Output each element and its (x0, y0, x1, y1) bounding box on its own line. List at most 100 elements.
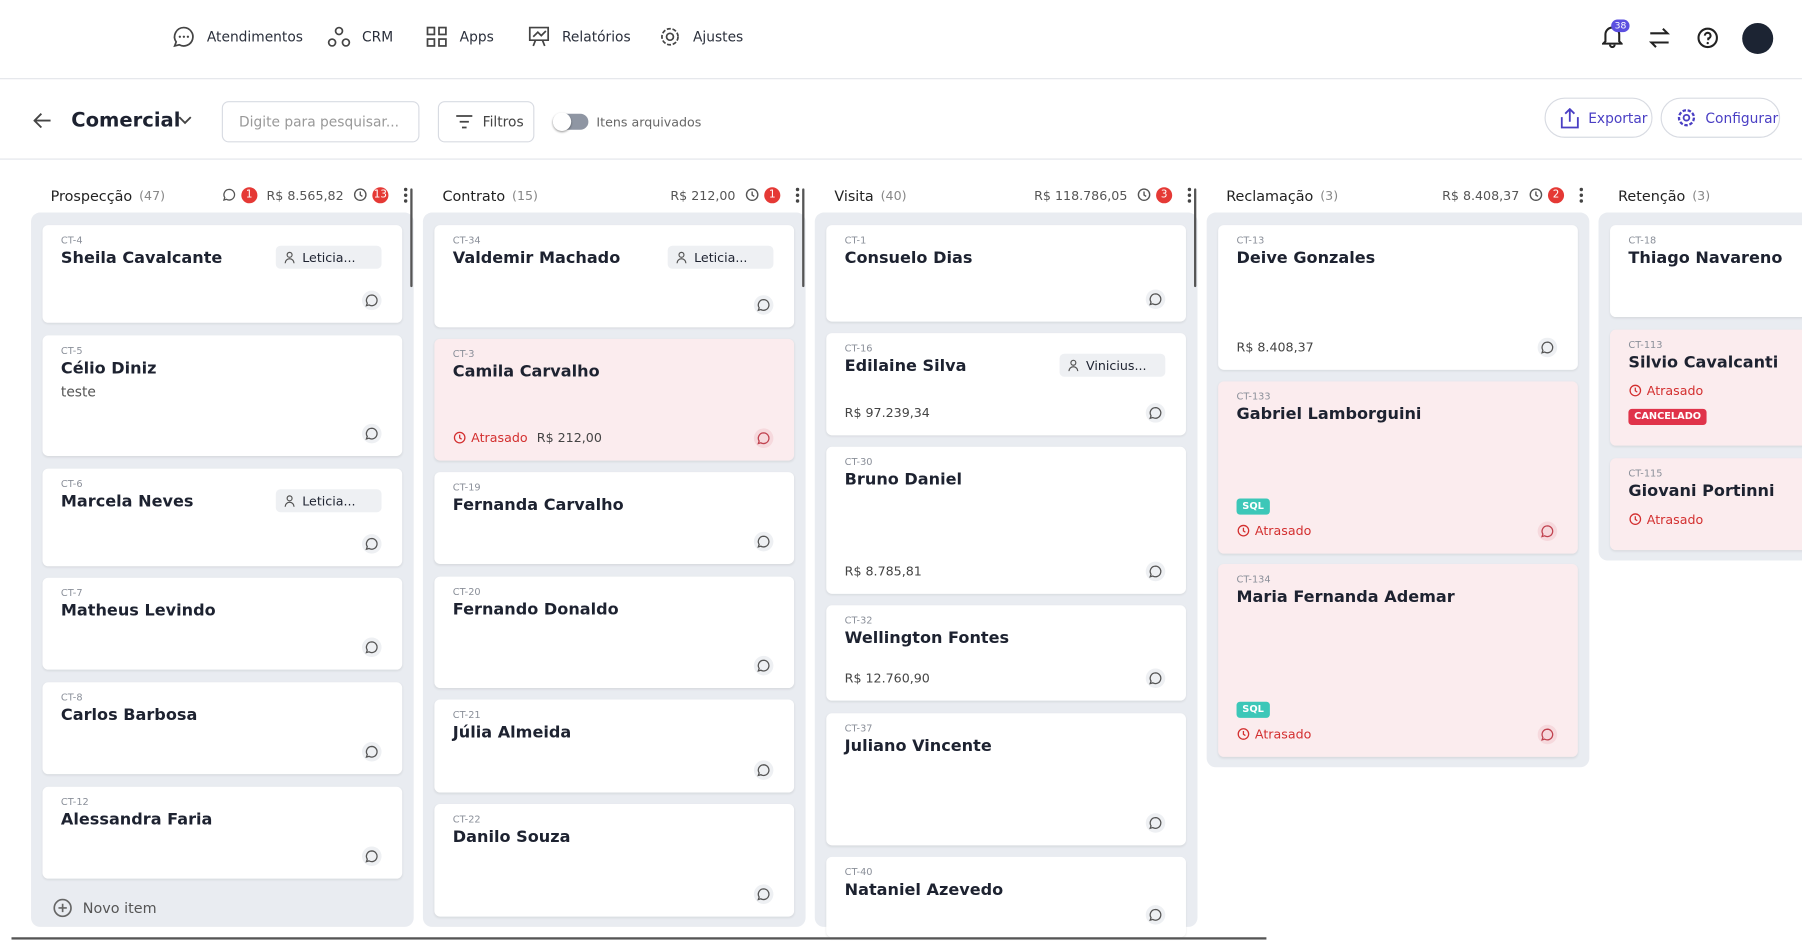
column-scrollbar (1194, 188, 1197, 288)
new-item-button[interactable]: Novo item (53, 898, 157, 918)
nav-item[interactable]: Atendimentos (172, 25, 303, 48)
card-name: Célio Diniz (60, 359, 157, 378)
nav-item[interactable]: Relatórios (527, 25, 631, 48)
card[interactable]: CT-30 Bruno Daniel R$ 8.785,81 (826, 446, 1186, 594)
card[interactable]: CT-16 Edilaine Silva Vinicius... R$ 97.239,… (826, 333, 1186, 436)
column-header: Prospecção (47) 1 R$ 8.565,82 13 (51, 184, 414, 207)
card[interactable]: CT-12 Alessandra Faria (42, 786, 403, 879)
card-id: CT-134 (1236, 574, 1271, 586)
card[interactable]: CT-4 Sheila Cavalcante Leticia... (42, 225, 403, 323)
card-name: Alessandra Faria (60, 810, 213, 830)
card[interactable]: CT-1 Consuelo Dias (826, 225, 1186, 322)
card[interactable]: CT-40 Nataniel Azevedo (826, 856, 1186, 938)
card-name: Fernando Donaldo (452, 600, 619, 620)
search-input[interactable]: Digite para pesquisar... (221, 101, 420, 143)
card-id: CT-21 (452, 709, 481, 722)
card[interactable]: CT-21 Júlia Almeida (434, 699, 795, 793)
column-header: Reclamação (3) R$ 8.408,37 2 (1226, 184, 1589, 207)
column-stats: R$ 212,00 1 (670, 187, 806, 204)
card-id: CT-12 (60, 797, 89, 809)
chat-icon (1145, 904, 1166, 925)
card[interactable]: CT-5 Célio Diniz teste (42, 335, 403, 456)
nav-item[interactable]: Apps (425, 25, 494, 48)
archived-toggle[interactable] (552, 112, 589, 131)
card-id: CT-30 (844, 457, 873, 469)
card[interactable]: CT-3 Camila Carvalho Atrasado R$ 212,00 (434, 338, 795, 461)
column-scrollbar (802, 188, 805, 288)
overdue-badge: 1 (764, 187, 781, 204)
card[interactable]: CT-32 Wellington Fontes R$ 12.760,90 (826, 605, 1186, 701)
horizontal-scrollbar (11, 937, 1267, 940)
card-id: CT-5 (60, 345, 83, 358)
back-button[interactable] (33, 113, 51, 129)
clock-icon (1628, 512, 1642, 526)
swap-icon[interactable] (1648, 27, 1671, 49)
card-id: CT-1 (844, 235, 867, 247)
user-icon (1066, 358, 1080, 372)
card-id: CT-22 (452, 814, 481, 826)
filter-button[interactable]: Filtros (437, 101, 535, 143)
column: CT-13 Deive Gonzales R$ 8.408,37 CT-133 Gabr… (1206, 212, 1590, 768)
configure-button[interactable]: Configurar (1660, 97, 1781, 138)
column-menu[interactable] (398, 187, 414, 203)
overdue-badge: 3 (1156, 187, 1173, 204)
card-note: teste (60, 383, 96, 400)
column-name: Visita (834, 186, 874, 204)
nav-label: CRM (361, 28, 394, 45)
export-button[interactable]: Exportar (1544, 97, 1653, 138)
card-footer: R$ 8.785,81 (845, 559, 1166, 582)
card-name: Maria Fernanda Ademar (1236, 588, 1455, 607)
card-id: CT-6 (60, 478, 83, 491)
card-footer: Atrasado (1237, 722, 1558, 745)
owner-name: Leticia... (302, 493, 356, 509)
chevron[interactable] (178, 116, 192, 125)
card[interactable]: CT-7 Matheus Levindo (42, 577, 403, 670)
user-icon (283, 250, 297, 264)
card-name: Júlia Almeida (452, 723, 572, 742)
card[interactable]: CT-134 Maria Fernanda Ademar Atrasado SQL (1218, 563, 1578, 757)
clock-icon (1628, 384, 1642, 398)
card-footer (845, 811, 1166, 834)
card[interactable]: CT-34 Valdemir Machado Leticia... (434, 225, 795, 328)
column: CT-34 Valdemir Machado Leticia... CT-3 Camil… (422, 212, 806, 927)
column-scrollbar (410, 188, 413, 288)
chat-icon (1537, 724, 1558, 744)
owner-chip: Leticia... (667, 245, 774, 269)
card[interactable]: CT-113 Silvio Cavalcanti Atrasado CANCELADO (1610, 329, 1802, 446)
card[interactable]: CT-37 Juliano Vincente (826, 713, 1186, 846)
card[interactable]: CT-13 Deive Gonzales R$ 8.408,37 (1218, 225, 1578, 370)
column-count: (40) (880, 187, 907, 203)
nav-item[interactable]: CRM (327, 25, 394, 48)
help-icon[interactable] (1696, 26, 1719, 49)
column-menu[interactable] (1181, 187, 1197, 203)
card-name: Nataniel Azevedo (844, 880, 1004, 900)
owner-name: Vinicius... (1085, 357, 1147, 373)
avatar[interactable] (1742, 22, 1774, 54)
card[interactable]: CT-19 Fernanda Carvalho (434, 472, 795, 564)
card[interactable]: CT-8 Carlos Barbosa (42, 682, 403, 775)
card[interactable]: CT-22 Danilo Souza (434, 804, 795, 917)
column-menu[interactable] (790, 187, 806, 203)
card-name: Silvio Cavalcanti (1628, 353, 1779, 373)
nav-item[interactable]: Ajustes (658, 25, 743, 48)
card-name: Giovani Portinni (1628, 482, 1775, 501)
card-id: CT-8 (60, 692, 83, 705)
card[interactable]: CT-115 Giovani Portinni Atrasado (1610, 458, 1802, 551)
card[interactable]: CT-6 Marcela Neves Leticia... (42, 468, 403, 567)
card-tag: SQL (1236, 701, 1270, 718)
card[interactable]: CT-20 Fernando Donaldo (434, 576, 795, 689)
card-value: R$ 97.239,34 (844, 404, 930, 420)
column-menu[interactable] (1573, 187, 1589, 203)
board-title[interactable]: Comercial (71, 109, 181, 133)
column: CT-4 Sheila Cavalcante Leticia... CT-5 Célio… (31, 212, 414, 927)
card[interactable]: CT-133 Gabriel Lamborguini Atrasado SQL (1218, 381, 1578, 554)
card-footer (453, 758, 774, 781)
clock-icon (1237, 524, 1251, 538)
notifications[interactable]: 38 (1600, 19, 1630, 53)
chat-icon (753, 759, 774, 780)
overdue-badge: 13 (372, 187, 389, 204)
status: Atrasado (1628, 512, 1703, 527)
card[interactable]: CT-18 Thiago Navareno (1610, 225, 1802, 318)
status: Atrasado (1237, 726, 1311, 741)
